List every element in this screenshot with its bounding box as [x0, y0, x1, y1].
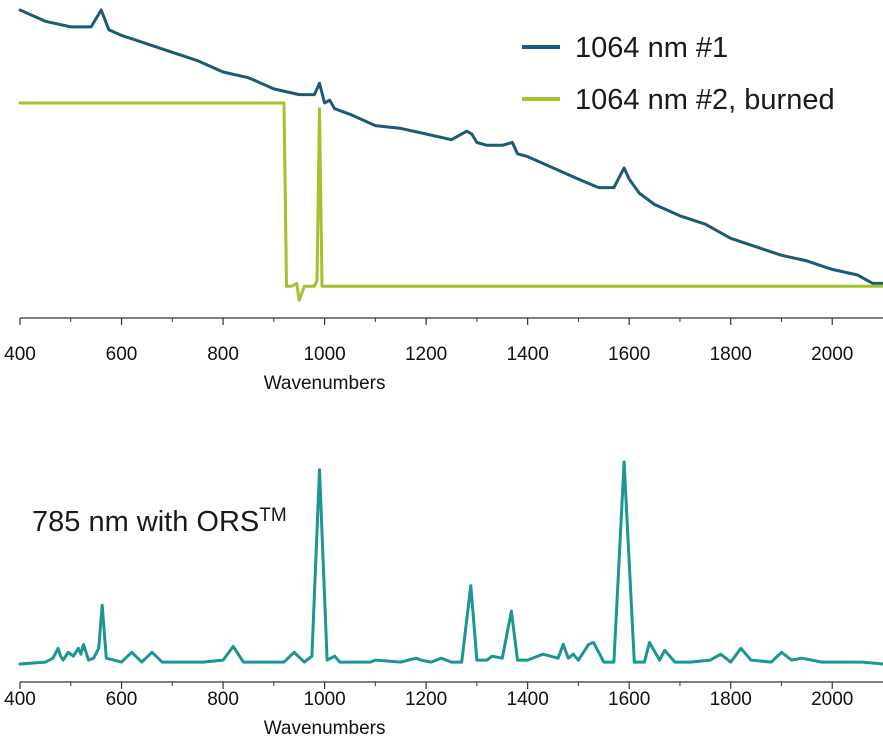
x-tick-label: 1400: [507, 344, 549, 365]
x-tick-label: 1000: [303, 344, 345, 365]
x-tick-label: 1800: [710, 689, 752, 710]
x-tick-label: 400: [4, 689, 36, 710]
x-tick-label: 600: [106, 344, 138, 365]
x-axis-title: Wavenumbers: [264, 718, 386, 739]
x-axis-title: Wavenumbers: [264, 373, 386, 394]
x-tick-label: 600: [106, 689, 138, 710]
bottom-plot: 400 600 800 1000 1200 1400 1600 1800 2000 Wavenum…: [4, 460, 883, 739]
series-line-1064-nm-1: [18, 8, 883, 285]
legend: 1064 nm #1 1064 nm #2, burned: [522, 32, 835, 116]
x-tick-label: 1400: [507, 689, 549, 710]
trademark-mark: TM: [259, 505, 286, 526]
x-tick-label: 1200: [405, 344, 447, 365]
x-tick-label: 800: [207, 689, 239, 710]
legend-label: 1064 nm #2, burned: [575, 84, 835, 116]
x-tick-label: 1600: [608, 344, 650, 365]
x-tick-label: 2000: [811, 344, 853, 365]
annotation-label: 785 nm with ORSTM: [32, 505, 287, 538]
legend-label: 1064 nm #1: [575, 32, 728, 64]
x-tick-label: 2000: [811, 689, 853, 710]
x-tick-label: 1800: [710, 344, 752, 365]
x-tick-label: 1000: [303, 689, 345, 710]
x-tick-label: 800: [207, 344, 239, 365]
series-line-1064-nm-2-burned: [18, 101, 883, 302]
x-tick-label: 1600: [608, 689, 650, 710]
top-plot: 400 600 800 1000 1200 1400 1600 1800 2000 Wavenum…: [4, 8, 883, 394]
x-tick-label: 1200: [405, 689, 447, 710]
series-line-ors-spectrum: [18, 460, 883, 666]
x-tick-label: 400: [4, 344, 36, 365]
